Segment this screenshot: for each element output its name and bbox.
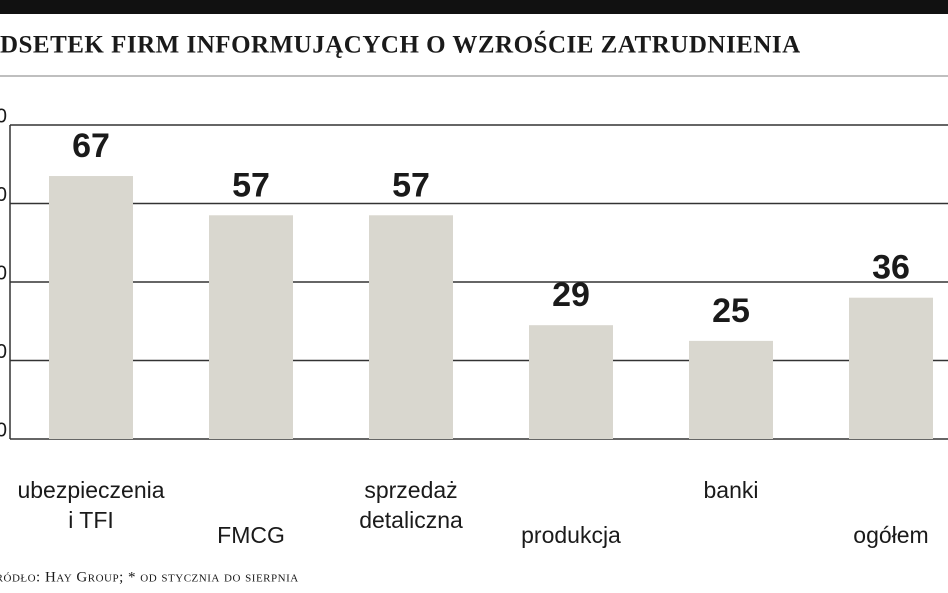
bar: [369, 215, 453, 439]
x-tick-label: ubezpieczenia i TFI: [17, 477, 164, 533]
x-tick-label: banki: [704, 477, 759, 503]
y-tick-label: 40: [0, 262, 7, 284]
y-tick-label: 20: [0, 341, 7, 363]
bar: [689, 340, 773, 439]
bar: [49, 176, 133, 439]
x-tick-label: produkcja: [521, 522, 621, 548]
y-tick-label: 60: [0, 184, 7, 206]
source-note: Źródło: Hay Group; * od stycznia do sier…: [0, 568, 299, 585]
value-label: 25: [712, 292, 750, 330]
top-bar: [0, 0, 948, 14]
y-tick-label: 80: [0, 105, 7, 127]
x-tick-label: sprzedaż detaliczna: [359, 477, 463, 533]
x-tick-label: FMCG: [217, 522, 285, 548]
x-tick-label: ogółem: [853, 522, 928, 548]
value-label: 57: [392, 166, 430, 204]
value-label: 29: [552, 276, 590, 314]
bar: [529, 325, 613, 439]
chart-title: ODSETEK FIRM INFORMUJĄCYCH O WZROŚCIE ZA…: [0, 31, 801, 59]
value-label: 67: [72, 127, 110, 165]
value-label: 57: [232, 166, 270, 204]
bar: [849, 297, 933, 439]
y-tick-label: 0: [0, 419, 7, 441]
value-label: 36: [872, 249, 910, 287]
bar: [209, 215, 293, 439]
